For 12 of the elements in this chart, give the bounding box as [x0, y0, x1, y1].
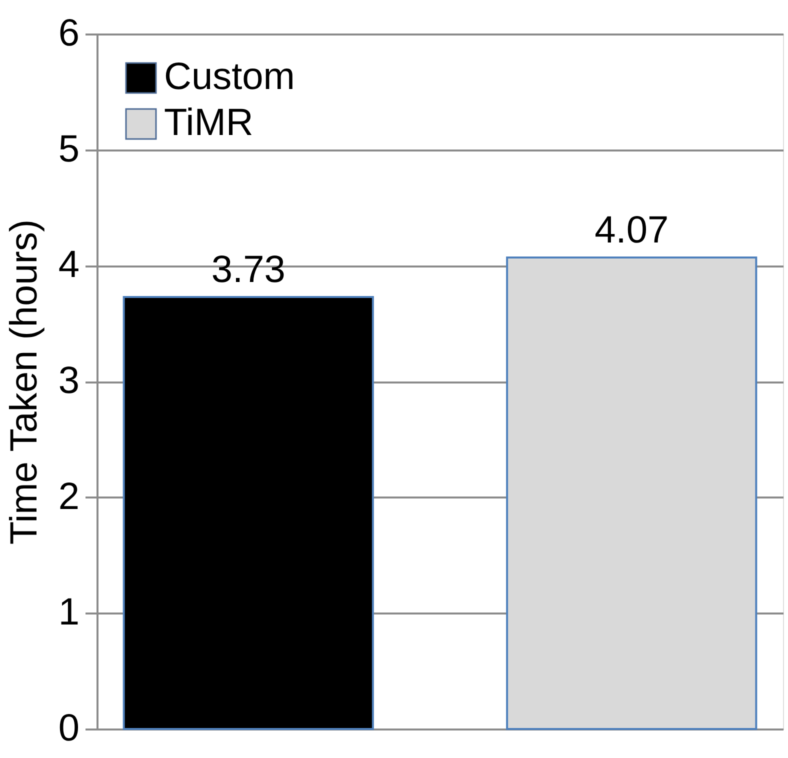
data-label: 4.07: [594, 210, 669, 252]
legend-label: Custom: [164, 56, 295, 98]
legend-label: TiMR: [164, 102, 254, 144]
y-axis-title: Time Taken (hours): [3, 219, 46, 545]
data-label: 3.73: [211, 248, 286, 291]
y-tick-label: 1: [58, 592, 80, 634]
y-tick-label: 6: [58, 12, 80, 54]
y-tick-label: 5: [58, 128, 80, 170]
y-tick-label: 3: [58, 360, 80, 402]
y-tick-label: 0: [58, 708, 80, 750]
y-tick-label: 4: [58, 244, 80, 286]
y-tick-label: 2: [58, 476, 80, 518]
